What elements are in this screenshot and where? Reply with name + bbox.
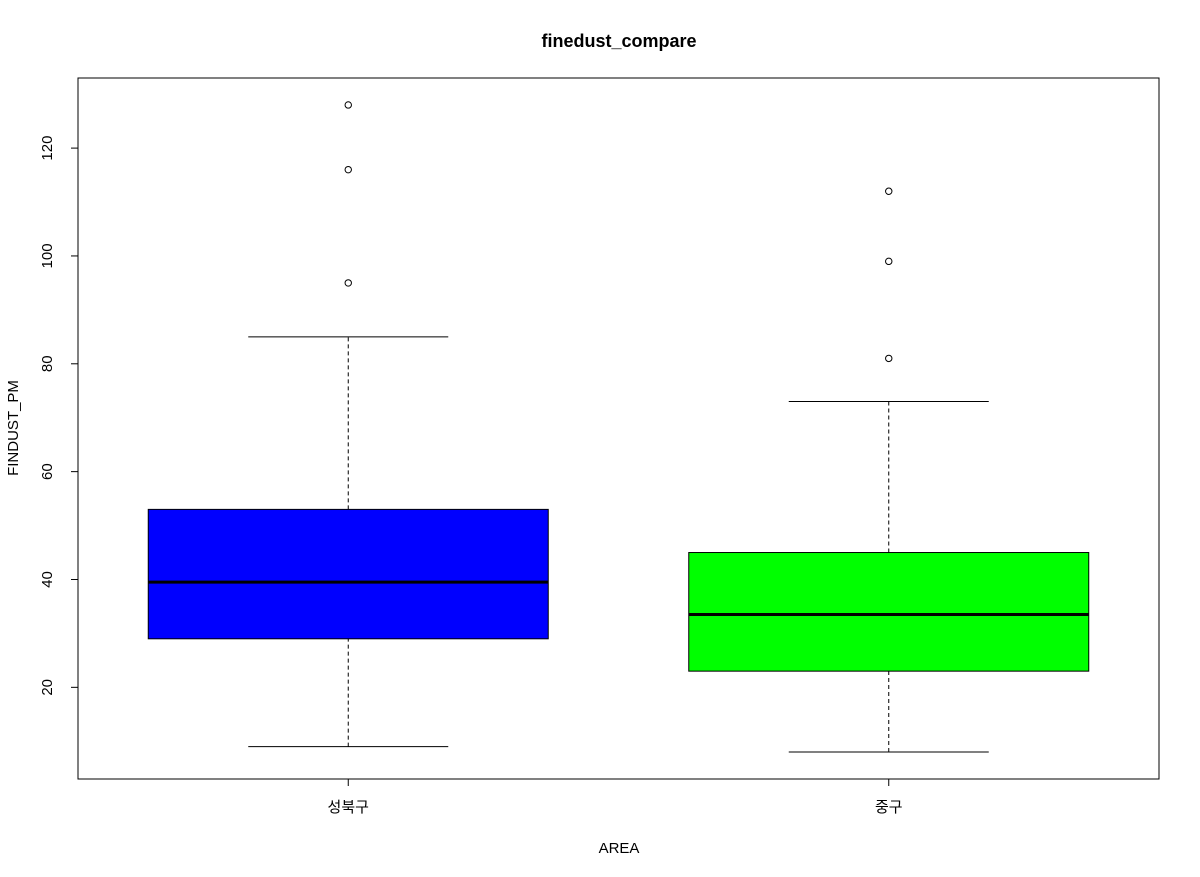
y-tick-label: 20: [39, 679, 56, 696]
x-tick-label: 중구: [875, 799, 903, 816]
y-tick-label: 40: [39, 571, 56, 588]
x-tick-label: 성북구: [328, 799, 369, 816]
outlier-point: [885, 187, 893, 195]
x-axis-label: AREA: [599, 840, 640, 857]
outlier-point: [344, 101, 352, 109]
outlier-point: [885, 257, 893, 266]
outlier-point: [885, 354, 893, 363]
outlier-point: [344, 279, 352, 287]
y-tick-label: 80: [39, 355, 56, 372]
chart-marks: [147, 101, 1090, 753]
outlier-point: [344, 165, 352, 174]
chart-axes: 성북구 중구 20 40 60 80 100 120: [39, 136, 903, 816]
y-tick-label: 120: [39, 136, 56, 161]
y-tick-label: 100: [39, 243, 56, 268]
chart-title: finedust_compare: [541, 31, 696, 51]
y-axis-label: FINDUST_PM: [5, 380, 22, 476]
box: [688, 552, 1090, 672]
plot-frame: [77, 77, 1160, 780]
y-tick-label: 60: [39, 463, 56, 480]
box: [147, 508, 549, 640]
